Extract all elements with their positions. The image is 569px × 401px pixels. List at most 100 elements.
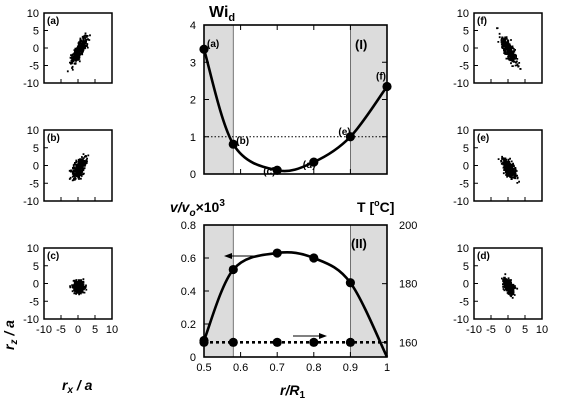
title-subscript: o: [189, 208, 195, 219]
y-tick-label: 0.2: [181, 319, 196, 331]
title-subscript: d: [228, 12, 235, 24]
x-tick-label: 1: [384, 362, 390, 374]
title-main: Wi: [209, 4, 228, 21]
y-tick-label: -10: [453, 196, 469, 208]
scatter-panel-a: -10 -5 0 5 10 (a): [23, 8, 113, 90]
velocity-chart: 0 0.2 0.4 0.6 0.8 160 180 200 0.5 0.6 0.7 0.8 0.9 1 v/…: [170, 198, 417, 401]
panel-roman-label: (II): [351, 236, 367, 251]
panel-label: (c): [47, 251, 59, 262]
data-point: [309, 157, 319, 167]
y-tick-label: 0: [463, 279, 469, 291]
y-tick-label: 0.4: [181, 286, 196, 298]
y-tick-label: 1: [190, 132, 196, 144]
y-tick-label-right: 160: [399, 337, 417, 349]
data-point: [272, 165, 282, 175]
panel-label: (f): [477, 16, 487, 27]
scatter-points: [68, 153, 90, 182]
y-tick-label: -10: [23, 314, 39, 326]
y-tick-label: -5: [29, 178, 39, 190]
y-tick-label: 5: [33, 143, 39, 155]
x-axis-title: r/R1: [280, 382, 305, 401]
point-label: (a): [207, 39, 219, 50]
velocity-axis-title: v/vo×103: [170, 198, 225, 219]
y-tick-label: 10: [457, 243, 469, 255]
data-point: [309, 253, 319, 263]
title-subscript: x: [66, 385, 73, 396]
y-tick-label: 0: [190, 352, 196, 364]
y-tick-label: 3: [190, 57, 196, 69]
scatter-panel-e: -10 -5 0 5 10 (e): [453, 125, 543, 208]
x-tick-label: 10: [106, 324, 118, 336]
title-main: r/R: [280, 382, 300, 398]
y-tick-label: 0.6: [181, 253, 196, 265]
y-tick-label: -10: [23, 196, 39, 208]
data-point: [272, 248, 282, 258]
x-tick-label: -5: [486, 324, 496, 336]
y-tick-label: 0: [463, 161, 469, 173]
data-point: [228, 139, 238, 149]
panel-label: (b): [47, 133, 60, 144]
y-tick-label: -5: [459, 61, 469, 73]
scatter-x-title: rx / a: [62, 377, 93, 396]
data-point: [199, 44, 209, 54]
x-tick-label: 0.8: [306, 362, 321, 374]
wi-axis-title: Wid: [209, 4, 235, 24]
title-rest: / a: [1, 320, 17, 340]
x-tick-label: 0.5: [196, 362, 211, 374]
y-tick-label: 5: [33, 26, 39, 38]
point-label: (f): [376, 71, 386, 82]
y-tick-label: 0: [190, 169, 196, 181]
scatter-points: [501, 273, 519, 299]
title-main: T [: [357, 199, 374, 215]
y-tick-label: 2: [190, 95, 196, 107]
y-tick-label: 5: [463, 26, 469, 38]
y-tick-label: 10: [27, 8, 39, 20]
title-rest: / a: [73, 377, 93, 393]
title-subscript: z: [9, 340, 20, 346]
data-point: [345, 132, 355, 142]
x-tick-label: 0.9: [343, 362, 358, 374]
y-tick-label: -10: [453, 314, 469, 326]
data-point: [345, 278, 355, 288]
y-tick-label: 0: [33, 279, 39, 291]
point-label: (e): [338, 127, 350, 138]
wi-chart: 0 1 2 3 4 (a) (b) (c) (d) (e) (f) Wid (I): [190, 4, 392, 181]
x-tick-label: 5: [92, 324, 98, 336]
panel-roman-label: (I): [355, 37, 367, 52]
temperature-axis-title: T [oC]: [357, 198, 394, 215]
point-label: (d): [303, 160, 316, 171]
temperature-point: [272, 337, 282, 347]
right-axis-arrowhead: [319, 333, 327, 339]
y-tick-label: 0.8: [181, 220, 196, 232]
title-factor: ×10: [196, 199, 220, 215]
scatter-points: [496, 27, 522, 70]
scatter-panel-b: -10 -5 0 5 10 (b): [23, 125, 113, 208]
title-subscript: 1: [299, 390, 305, 401]
temperature-point: [345, 337, 355, 347]
scatter-points: [66, 32, 91, 73]
y-tick-label: -5: [29, 61, 39, 73]
y-tick-label: 10: [27, 125, 39, 137]
data-point: [228, 264, 238, 275]
y-tick-label: -5: [459, 178, 469, 190]
temperature-point: [199, 337, 209, 347]
scatter-y-title: rz / a: [1, 320, 20, 350]
x-tick-label: -5: [56, 324, 66, 336]
temperature-point: [228, 337, 238, 347]
x-tick-label: 0: [505, 324, 511, 336]
y-tick-label: -10: [23, 78, 39, 90]
y-tick-label: 5: [463, 261, 469, 273]
panel-label: (d): [477, 251, 490, 262]
y-tick-label: 0: [33, 161, 39, 173]
y-tick-label-right: 200: [399, 220, 417, 232]
y-tick-label: -10: [453, 78, 469, 90]
y-tick-label: 0: [463, 43, 469, 55]
shaded-region: [350, 25, 387, 174]
title-main: r: [1, 343, 17, 350]
temperature-point: [309, 337, 319, 347]
x-tick-label: 0.6: [233, 362, 248, 374]
